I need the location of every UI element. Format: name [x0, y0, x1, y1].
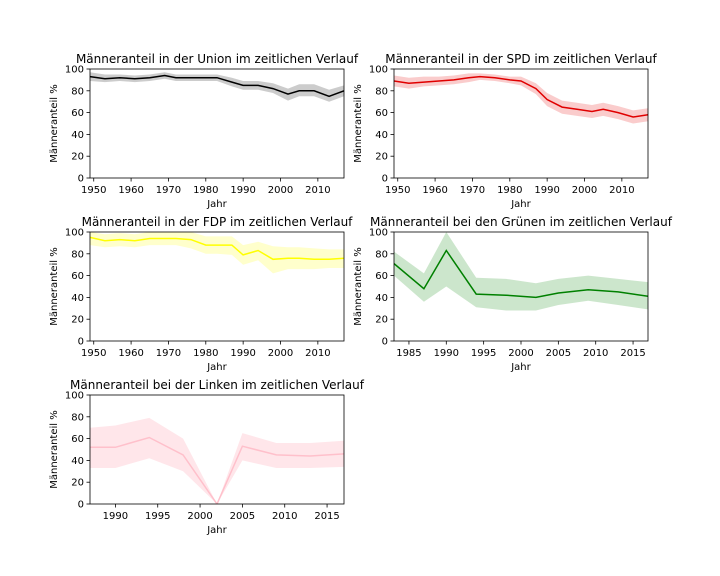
x-tick-label: 2000 — [508, 348, 533, 359]
x-tick-label: 1980 — [193, 185, 218, 196]
chart-title: Männeranteil in der FDP im zeitlichen Ve… — [82, 215, 354, 229]
y-tick-label: 40 — [71, 130, 84, 141]
x-tick-label: 1950 — [385, 185, 410, 196]
y-tick-label: 60 — [71, 108, 84, 119]
confidence-band — [90, 72, 344, 102]
y-tick-label: 60 — [375, 108, 388, 119]
y-tick-label: 100 — [369, 228, 388, 239]
y-tick-label: 60 — [71, 434, 84, 445]
y-axis-label: Männeranteil % — [49, 84, 60, 162]
x-axis-label: Jahr — [206, 362, 227, 373]
x-tick-label: 2000 — [572, 185, 597, 196]
y-tick-label: 0 — [78, 500, 84, 511]
y-tick-label: 100 — [65, 228, 84, 239]
y-tick-label: 80 — [71, 249, 84, 260]
x-tick-label: 2015 — [314, 511, 339, 522]
x-tick-label: 1970 — [156, 348, 181, 359]
x-tick-label: 1985 — [396, 348, 421, 359]
x-tick-label: 1960 — [422, 185, 447, 196]
x-axis-label: Jahr — [206, 199, 227, 210]
chart-title: Männeranteil in der SPD im zeitlichen Ve… — [385, 52, 657, 66]
y-tick-label: 20 — [71, 478, 84, 489]
y-axis-label: Männeranteil % — [353, 84, 364, 162]
x-tick-label: 2000 — [268, 185, 293, 196]
plot-area — [90, 232, 344, 274]
chart-title: Männeranteil bei der Linken im zeitliche… — [70, 378, 365, 392]
chart-title: Männeranteil in der Union im zeitlichen … — [76, 52, 359, 66]
y-tick-label: 20 — [375, 152, 388, 163]
x-tick-label: 1990 — [534, 185, 559, 196]
series-line — [90, 436, 344, 504]
x-axis-label: Jahr — [206, 525, 227, 536]
y-axis-label: Männeranteil % — [49, 410, 60, 488]
x-tick-label: 1990 — [230, 348, 255, 359]
y-tick-label: 0 — [382, 337, 388, 348]
subplot-3: 0 20 40 60 80 100 1950 1960 1970 1980 1990 2000 2010… — [49, 215, 353, 373]
y-tick-label: 0 — [78, 174, 84, 185]
series-line — [90, 236, 344, 261]
y-tick-label: 40 — [375, 130, 388, 141]
y-tick-label: 60 — [71, 271, 84, 282]
y-tick-label: 80 — [71, 86, 84, 97]
x-tick-label: 1960 — [118, 185, 143, 196]
x-tick-label: 1980 — [497, 185, 522, 196]
x-tick-label: 1960 — [118, 348, 143, 359]
x-tick-label: 1990 — [103, 511, 128, 522]
subplot-5: 0 20 40 60 80 100 1990 1995 2000 2005 2010 2015 Männ… — [49, 378, 365, 536]
series-line — [90, 74, 344, 98]
y-axis-label: Männeranteil % — [353, 247, 364, 325]
y-tick-label: 80 — [375, 249, 388, 260]
y-axis-label: Männeranteil % — [49, 247, 60, 325]
axes-frame — [393, 68, 649, 179]
axes-frame — [89, 394, 345, 505]
y-tick-label: 0 — [78, 337, 84, 348]
y-tick-label: 100 — [65, 391, 84, 402]
plot-area — [394, 232, 648, 311]
y-tick-label: 100 — [65, 65, 84, 76]
x-tick-label: 1970 — [460, 185, 485, 196]
subplot-4: 0 20 40 60 80 100 1985 1990 1995 2000 2005 2010 2015… — [353, 215, 673, 373]
x-tick-label: 2000 — [268, 348, 293, 359]
confidence-band — [90, 232, 344, 274]
x-tick-label: 2005 — [546, 348, 571, 359]
subplot-2: 0 20 40 60 80 100 1950 1960 1970 1980 1990 2000 2010… — [353, 52, 658, 210]
x-axis-label: Jahr — [510, 362, 531, 373]
x-tick-label: 2010 — [272, 511, 297, 522]
x-tick-label: 2010 — [609, 185, 634, 196]
x-tick-label: 2010 — [583, 348, 608, 359]
x-axis-label: Jahr — [510, 199, 531, 210]
x-tick-label: 2010 — [305, 185, 330, 196]
x-tick-label: 1980 — [193, 348, 218, 359]
x-tick-label: 2015 — [620, 348, 645, 359]
x-tick-label: 2010 — [305, 348, 330, 359]
x-tick-label: 1995 — [145, 511, 170, 522]
y-tick-label: 40 — [71, 456, 84, 467]
x-tick-label: 2005 — [230, 511, 255, 522]
x-tick-label: 1990 — [230, 185, 255, 196]
chart-title: Männeranteil bei den Grünen im zeitliche… — [370, 215, 673, 229]
y-tick-label: 20 — [71, 315, 84, 326]
x-tick-label: 2000 — [187, 511, 212, 522]
y-tick-label: 100 — [369, 65, 388, 76]
x-tick-label: 1950 — [81, 348, 106, 359]
y-tick-label: 80 — [375, 86, 388, 97]
subplot-1: 0 20 40 60 80 100 1950 1960 1970 1980 1990 2000 2010… — [49, 52, 359, 210]
y-tick-label: 40 — [375, 293, 388, 304]
y-tick-label: 80 — [71, 412, 84, 423]
y-tick-label: 20 — [71, 152, 84, 163]
y-tick-label: 0 — [382, 174, 388, 185]
y-tick-label: 20 — [375, 315, 388, 326]
x-tick-label: 1970 — [156, 185, 181, 196]
x-tick-label: 1950 — [81, 185, 106, 196]
axes-frame — [89, 68, 345, 179]
axes-frame — [89, 231, 345, 342]
series-line — [394, 75, 648, 118]
y-tick-label: 60 — [375, 271, 388, 282]
y-tick-label: 40 — [71, 293, 84, 304]
series-line — [394, 249, 648, 299]
x-tick-label: 1995 — [471, 348, 496, 359]
x-tick-label: 1990 — [434, 348, 459, 359]
